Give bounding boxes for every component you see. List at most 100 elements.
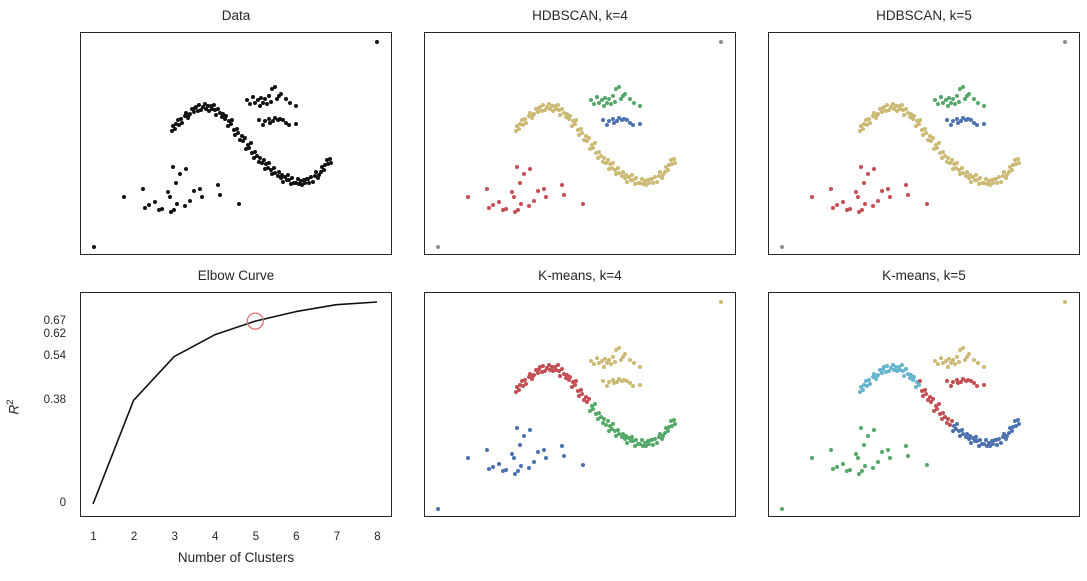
scatter-point — [890, 101, 895, 106]
scatter-point — [485, 186, 489, 191]
scatter-point — [168, 210, 173, 214]
scatter-point — [234, 126, 239, 131]
y-tick-label: 0.67 — [43, 314, 66, 327]
scatter-point — [217, 192, 222, 197]
scatter-point — [522, 116, 527, 121]
scatter-point — [630, 173, 635, 178]
scatter-point — [885, 364, 890, 369]
scatter-point — [863, 463, 868, 468]
scatter-point — [522, 172, 527, 177]
scatter-point — [222, 117, 227, 122]
scatter-point — [671, 156, 676, 161]
scatter-point — [528, 110, 533, 115]
scatter-point — [312, 173, 317, 178]
scatter-point — [248, 141, 253, 146]
scatter-point — [543, 456, 548, 461]
scatter-point — [535, 371, 540, 376]
scatter-point — [184, 166, 189, 171]
scatter-point — [627, 357, 632, 362]
scatter-point — [951, 380, 956, 385]
scatter-point — [503, 206, 508, 211]
scatter-point — [263, 97, 268, 102]
scatter-point — [612, 167, 617, 172]
scatter-point — [665, 429, 670, 434]
scatter-point — [907, 115, 912, 120]
scatter-point — [614, 433, 619, 438]
scatter-point — [175, 202, 180, 207]
scatter-point — [555, 102, 560, 107]
scatter-point — [621, 93, 626, 98]
scatter-point — [262, 167, 267, 172]
scatter-point — [860, 387, 865, 392]
scatter-point — [913, 124, 918, 129]
scatter-point — [942, 154, 947, 159]
scatter-point — [622, 175, 627, 180]
scatter-point — [513, 389, 518, 394]
scatter-point — [605, 158, 610, 163]
scatter-point — [514, 164, 519, 169]
scatter-point — [893, 364, 898, 369]
scatter-point — [866, 433, 871, 438]
scatter-point — [1000, 435, 1005, 440]
scatter-point — [861, 442, 866, 447]
scatter-point — [589, 403, 594, 408]
scatter-point — [265, 101, 269, 106]
scatter-point — [956, 360, 961, 365]
scatter-point — [979, 180, 984, 185]
scatter-point — [486, 205, 491, 210]
scatter-point — [597, 410, 602, 415]
scatter-point — [536, 189, 541, 193]
scatter-point — [516, 207, 520, 212]
scatter-point — [175, 118, 180, 123]
scatter-point — [195, 109, 200, 114]
scatter-point — [511, 194, 516, 199]
scatter-point — [876, 372, 881, 377]
scatter-point — [956, 429, 961, 434]
panel-title: Elbow Curve — [197, 268, 275, 283]
scatter-point — [658, 431, 663, 436]
scatter-point — [624, 172, 629, 177]
scatter-point — [255, 98, 260, 103]
scatter-point — [583, 394, 588, 399]
scatter-point — [624, 433, 629, 438]
scatter-point — [882, 104, 887, 109]
scatter-point — [295, 177, 300, 182]
scatter-point — [466, 456, 471, 461]
scatter-point — [719, 40, 724, 45]
scatter-point — [516, 126, 521, 131]
scatter-point — [575, 388, 580, 393]
scatter-point — [971, 357, 976, 362]
scatter-point — [968, 379, 973, 384]
scatter-point — [924, 131, 929, 136]
scatter-point — [972, 439, 977, 444]
scatter-point — [995, 442, 1000, 447]
scatter-point — [890, 362, 895, 367]
scatter-point — [939, 355, 944, 360]
scatter-point — [615, 380, 620, 385]
scatter-point — [830, 205, 835, 210]
scatter-point — [224, 114, 229, 119]
scatter-point — [591, 362, 596, 367]
scatter-point — [862, 383, 867, 388]
scatter-point — [178, 116, 183, 121]
scatter-point — [915, 380, 920, 385]
scatter-point — [571, 119, 576, 124]
scatter-point — [141, 186, 145, 191]
scatter-point — [853, 190, 858, 195]
scatter-point — [526, 375, 531, 380]
scatter-point — [877, 367, 882, 372]
scatter-point — [588, 98, 593, 103]
scatter-point — [604, 422, 609, 427]
scatter-point — [300, 182, 305, 187]
scatter-point — [617, 432, 622, 437]
scatter-point — [612, 360, 617, 365]
scatter-point — [898, 107, 903, 112]
scatter-point — [638, 364, 643, 369]
scatter-point — [171, 123, 176, 128]
scatter-point — [632, 361, 637, 366]
scatter-point — [991, 442, 996, 447]
scatter-point — [314, 170, 319, 175]
scatter-point — [612, 120, 617, 125]
scatter-point — [835, 203, 840, 208]
